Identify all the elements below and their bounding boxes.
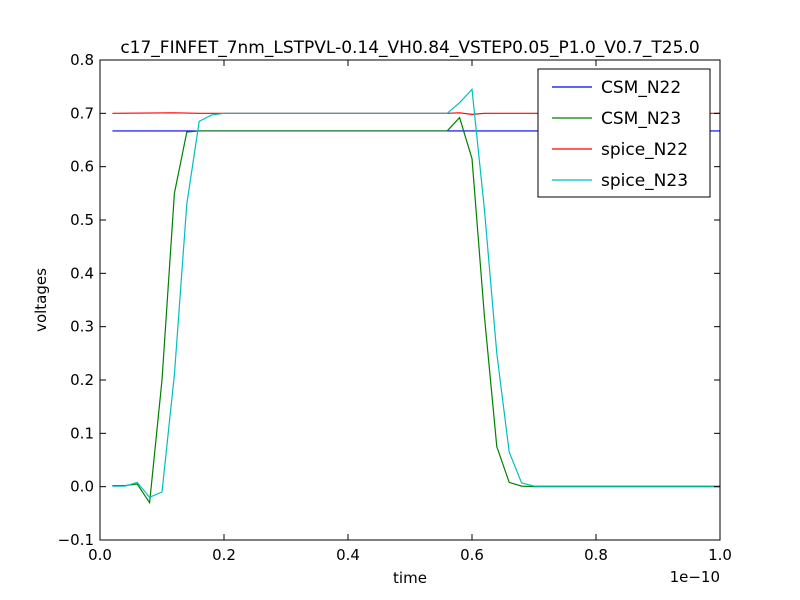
- y-tick-label: 0.5: [70, 211, 94, 229]
- y-tick-label: 0.2: [70, 371, 94, 389]
- y-tick-label: −0.1: [58, 531, 94, 549]
- series-line-spice-n23: [112, 87, 720, 499]
- y-axis-label: voltages: [32, 268, 50, 332]
- x-axis-offset-label: 1e−10: [670, 568, 720, 586]
- legend-label: spice_N22: [601, 140, 688, 160]
- y-tick-label: 0.7: [70, 104, 94, 122]
- x-tick-label: 0.0: [88, 546, 112, 564]
- y-tick-label: 0.8: [70, 51, 94, 69]
- legend-label: spice_N23: [601, 171, 688, 191]
- legend-label: CSM_N22: [601, 78, 681, 98]
- chart-title: c17_FINFET_7nm_LSTPVL-0.14_VH0.84_VSTEP0…: [120, 38, 699, 58]
- x-axis-label: time: [393, 569, 427, 587]
- x-tick-label: 0.4: [336, 546, 360, 564]
- legend-box: [537, 68, 711, 198]
- y-tick-label: 0.0: [70, 478, 94, 496]
- x-tick-label: 0.6: [460, 546, 484, 564]
- y-tick-label: 0.1: [70, 424, 94, 442]
- legend-label: CSM_N23: [601, 109, 681, 129]
- series-line-csm-n23: [112, 116, 720, 505]
- x-tick-label: 0.2: [212, 546, 236, 564]
- legend: CSM_N22 CSM_N23 spice_N22 spice_N23: [537, 68, 711, 198]
- x-tick-label: 1.0: [708, 546, 732, 564]
- x-tick-label: 0.8: [584, 546, 608, 564]
- axes-frame: [99, 59, 721, 541]
- plot-area: 0.0 0.2 0.4 0.6 0.8 1.0−0.10.00.10.20.30.40.5…: [58, 51, 732, 564]
- y-tick-label: 0.4: [70, 264, 94, 282]
- y-tick-label: 0.6: [70, 158, 94, 176]
- y-tick-label: 0.3: [70, 318, 94, 336]
